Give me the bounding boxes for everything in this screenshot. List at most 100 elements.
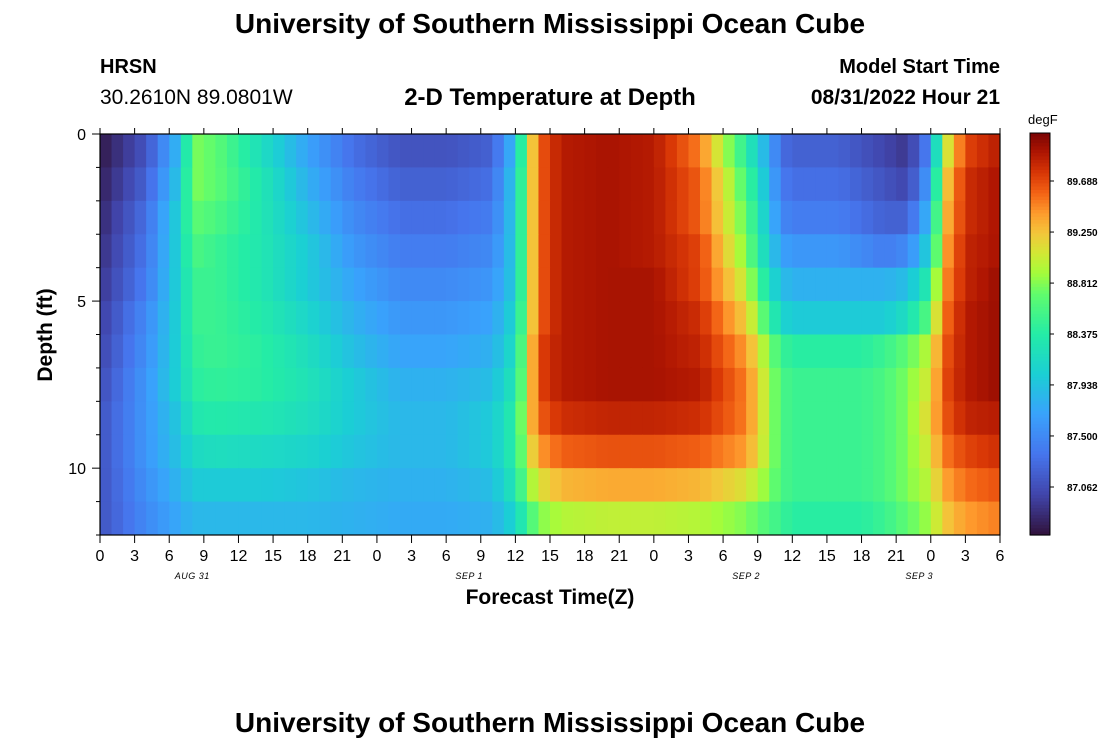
heatmap-cell bbox=[319, 167, 332, 202]
heatmap-cell bbox=[526, 167, 540, 202]
heatmap-cell bbox=[388, 334, 401, 369]
heatmap-cell bbox=[134, 401, 147, 436]
heatmap-cell bbox=[180, 367, 193, 402]
heatmap-cell bbox=[930, 468, 943, 503]
heatmap-cell bbox=[815, 501, 828, 535]
heatmap-cell bbox=[573, 134, 586, 169]
heatmap-cell bbox=[642, 401, 655, 436]
heatmap-cell bbox=[157, 234, 170, 269]
heatmap-cell bbox=[815, 367, 828, 402]
heatmap-cell bbox=[723, 167, 736, 202]
heatmap-cell bbox=[203, 234, 216, 269]
heatmap-cell bbox=[296, 267, 309, 302]
heatmap-cell bbox=[734, 167, 747, 202]
heatmap-cell bbox=[376, 267, 390, 302]
heatmap-cell bbox=[296, 301, 309, 336]
heatmap-cell bbox=[838, 267, 851, 302]
heatmap-cell bbox=[157, 200, 170, 235]
heatmap-cell bbox=[388, 134, 401, 169]
heatmap-cell bbox=[469, 434, 482, 469]
colorbar-tick-label: 87.062 bbox=[1067, 483, 1098, 494]
heatmap-cell bbox=[642, 501, 655, 535]
heatmap-cell bbox=[180, 200, 193, 235]
colorbar-segment bbox=[1030, 307, 1050, 312]
heatmap-cell bbox=[307, 200, 320, 235]
heatmap-cell bbox=[757, 200, 770, 235]
heatmap-cell bbox=[330, 200, 343, 235]
heatmap-cell bbox=[411, 468, 424, 503]
colorbar-segment bbox=[1030, 347, 1050, 352]
heatmap-cell bbox=[584, 401, 597, 436]
heatmap-cell bbox=[238, 234, 251, 269]
heatmap-cell bbox=[261, 267, 274, 302]
heatmap-cell bbox=[134, 167, 147, 202]
heatmap-cell bbox=[861, 234, 874, 269]
heatmap-cell bbox=[180, 301, 193, 336]
heatmap-cell bbox=[146, 468, 159, 503]
heatmap-cell bbox=[480, 167, 493, 202]
colorbar-segment bbox=[1030, 504, 1050, 509]
heatmap-cell bbox=[757, 334, 770, 369]
heatmap-cell bbox=[803, 167, 816, 202]
heatmap-cell bbox=[457, 501, 470, 535]
heatmap-cell bbox=[711, 301, 724, 336]
heatmap-cell bbox=[550, 434, 563, 469]
heatmap-cell bbox=[792, 267, 805, 302]
heatmap-cell bbox=[907, 434, 920, 469]
heatmap-cell bbox=[873, 401, 886, 436]
heatmap-cell bbox=[676, 234, 690, 269]
heatmap-cell bbox=[584, 167, 597, 202]
heatmap-cell bbox=[123, 367, 136, 402]
heatmap-cell bbox=[711, 134, 724, 169]
heatmap-cell bbox=[492, 167, 505, 202]
heatmap-cell bbox=[376, 501, 390, 535]
heatmap-cell bbox=[284, 267, 297, 302]
heatmap-cell bbox=[550, 401, 563, 436]
heatmap-cell bbox=[642, 434, 655, 469]
heatmap-cell bbox=[400, 301, 413, 336]
heatmap-cell bbox=[953, 334, 966, 369]
x-tick-label: 18 bbox=[299, 548, 317, 565]
heatmap-cell bbox=[261, 234, 274, 269]
heatmap-cell bbox=[561, 134, 574, 169]
colorbar-segment bbox=[1030, 287, 1050, 292]
heatmap-cell bbox=[942, 134, 955, 169]
heatmap-cell bbox=[515, 367, 528, 402]
heatmap-cell bbox=[561, 334, 574, 369]
heatmap-cell bbox=[203, 200, 216, 235]
heatmap-cell bbox=[792, 501, 805, 535]
heatmap-cell bbox=[642, 167, 655, 202]
heatmap-cell bbox=[965, 367, 978, 402]
heatmap-cell bbox=[307, 134, 320, 169]
heatmap-cell bbox=[700, 234, 713, 269]
colorbar-segment bbox=[1030, 357, 1050, 362]
heatmap-cell bbox=[296, 501, 309, 535]
heatmap-cell bbox=[353, 301, 366, 336]
heatmap-cell bbox=[515, 301, 528, 336]
heatmap-cell bbox=[226, 401, 240, 436]
colorbar-segment bbox=[1030, 317, 1050, 322]
heatmap-cell bbox=[792, 334, 805, 369]
heatmap-cell bbox=[815, 301, 828, 336]
heatmap-cell bbox=[803, 367, 816, 402]
heatmap-cell bbox=[319, 434, 332, 469]
heatmap-cell bbox=[342, 434, 355, 469]
heatmap-cell bbox=[665, 134, 678, 169]
heatmap-cell bbox=[526, 367, 540, 402]
heatmap-cell bbox=[630, 167, 643, 202]
heatmap-cell bbox=[123, 434, 136, 469]
heatmap-cell bbox=[446, 200, 459, 235]
heatmap-cell bbox=[838, 334, 851, 369]
heatmap-cell bbox=[515, 200, 528, 235]
heatmap-cell bbox=[988, 334, 1000, 369]
heatmap-cell bbox=[550, 234, 563, 269]
heatmap-cell bbox=[215, 434, 228, 469]
heatmap-cell bbox=[953, 200, 966, 235]
heatmap-cell bbox=[746, 334, 759, 369]
heatmap-cell bbox=[953, 301, 966, 336]
colorbar-segment bbox=[1030, 196, 1050, 201]
heatmap-cell bbox=[665, 468, 678, 503]
heatmap-cell bbox=[653, 301, 666, 336]
heatmap-cell bbox=[803, 334, 816, 369]
heatmap-cell bbox=[953, 367, 966, 402]
